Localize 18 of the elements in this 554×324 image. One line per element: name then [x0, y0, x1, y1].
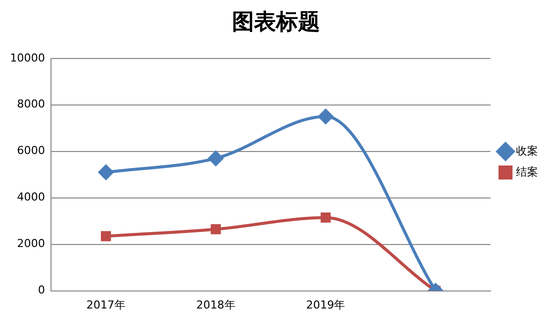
point — [320, 212, 331, 223]
y-tick-label: 8000 — [16, 98, 45, 111]
point — [98, 164, 114, 180]
point — [100, 231, 111, 242]
y-tick-label: 10000 — [10, 51, 45, 64]
legend-label: 结案 — [516, 165, 538, 178]
point — [318, 109, 334, 124]
x-tick-label: 2017年 — [86, 298, 126, 312]
y-tick-label: 4000 — [16, 190, 45, 204]
chart-title: 图表标题 — [232, 8, 320, 35]
point — [208, 150, 224, 166]
legend-label: 收案 — [516, 144, 538, 158]
y-tick-label: 0 — [38, 284, 45, 297]
x-tick-label: 2018年 — [196, 298, 236, 312]
x-tick-label: 2019年 — [306, 298, 346, 312]
y-tick-label: 6000 — [16, 144, 45, 158]
y-tick-label: 2000 — [16, 237, 45, 250]
point — [210, 224, 221, 234]
